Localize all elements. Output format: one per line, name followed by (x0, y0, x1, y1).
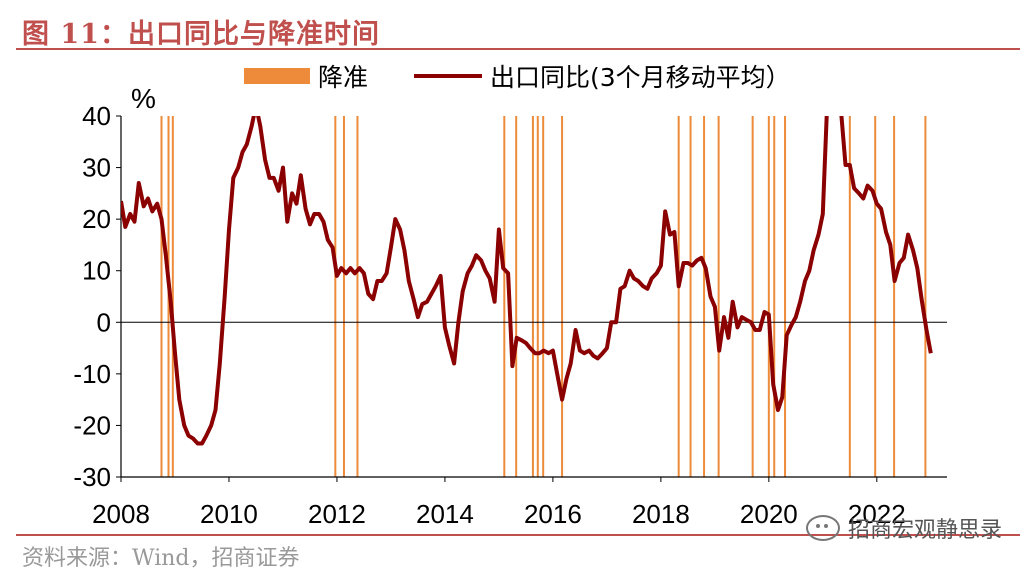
y-tick-label-6: -20 (73, 410, 111, 440)
rrr-cut-lines (160, 116, 927, 477)
legend: 降准 出口同比(3个月移动平均） (244, 63, 791, 92)
source-note: 资料来源：Wind，招商证券 (22, 546, 300, 571)
figure-title: 图 11：出口同比与降准时间 (22, 19, 380, 50)
x-tick-label-4: 2016 (524, 499, 582, 529)
x-tick-label-6: 2020 (740, 499, 798, 529)
x-tick-label-5: 2018 (632, 499, 690, 529)
x-tick-label-7: 2022 (848, 499, 906, 529)
legend-label-export: 出口同比(3个月移动平均） (490, 63, 791, 92)
x-tick-label-2: 2012 (308, 499, 366, 529)
title-bar: 图 11：出口同比与降准时间 (16, 8, 1020, 50)
y-tick-label-4: 0 (97, 307, 111, 337)
y-axis-unit: % (131, 83, 156, 114)
source-divider (16, 534, 1020, 536)
x-tick-label-3: 2014 (416, 499, 474, 529)
x-tick-label-0: 2008 (92, 499, 150, 529)
watermark: 招商宏观静思录 (805, 512, 1002, 544)
watermark-text: 招商宏观静思录 (847, 518, 1002, 543)
y-tick-label-5: -10 (73, 359, 111, 389)
wechat-icon (805, 515, 840, 541)
x-tick-label-1: 2010 (200, 499, 258, 529)
y-tick-label-7: -30 (73, 462, 111, 492)
y-tick-label-3: 10 (82, 256, 111, 286)
series-line-0 (121, 116, 933, 446)
export-yoy-series (121, 116, 933, 446)
y-tick-label-0: 40 (82, 101, 111, 131)
legend-swatch-rrr (244, 68, 310, 84)
y-tick-label-2: 20 (82, 204, 111, 234)
legend-label-rrr: 降准 (318, 63, 368, 92)
y-tick-label-1: 30 (82, 153, 111, 183)
